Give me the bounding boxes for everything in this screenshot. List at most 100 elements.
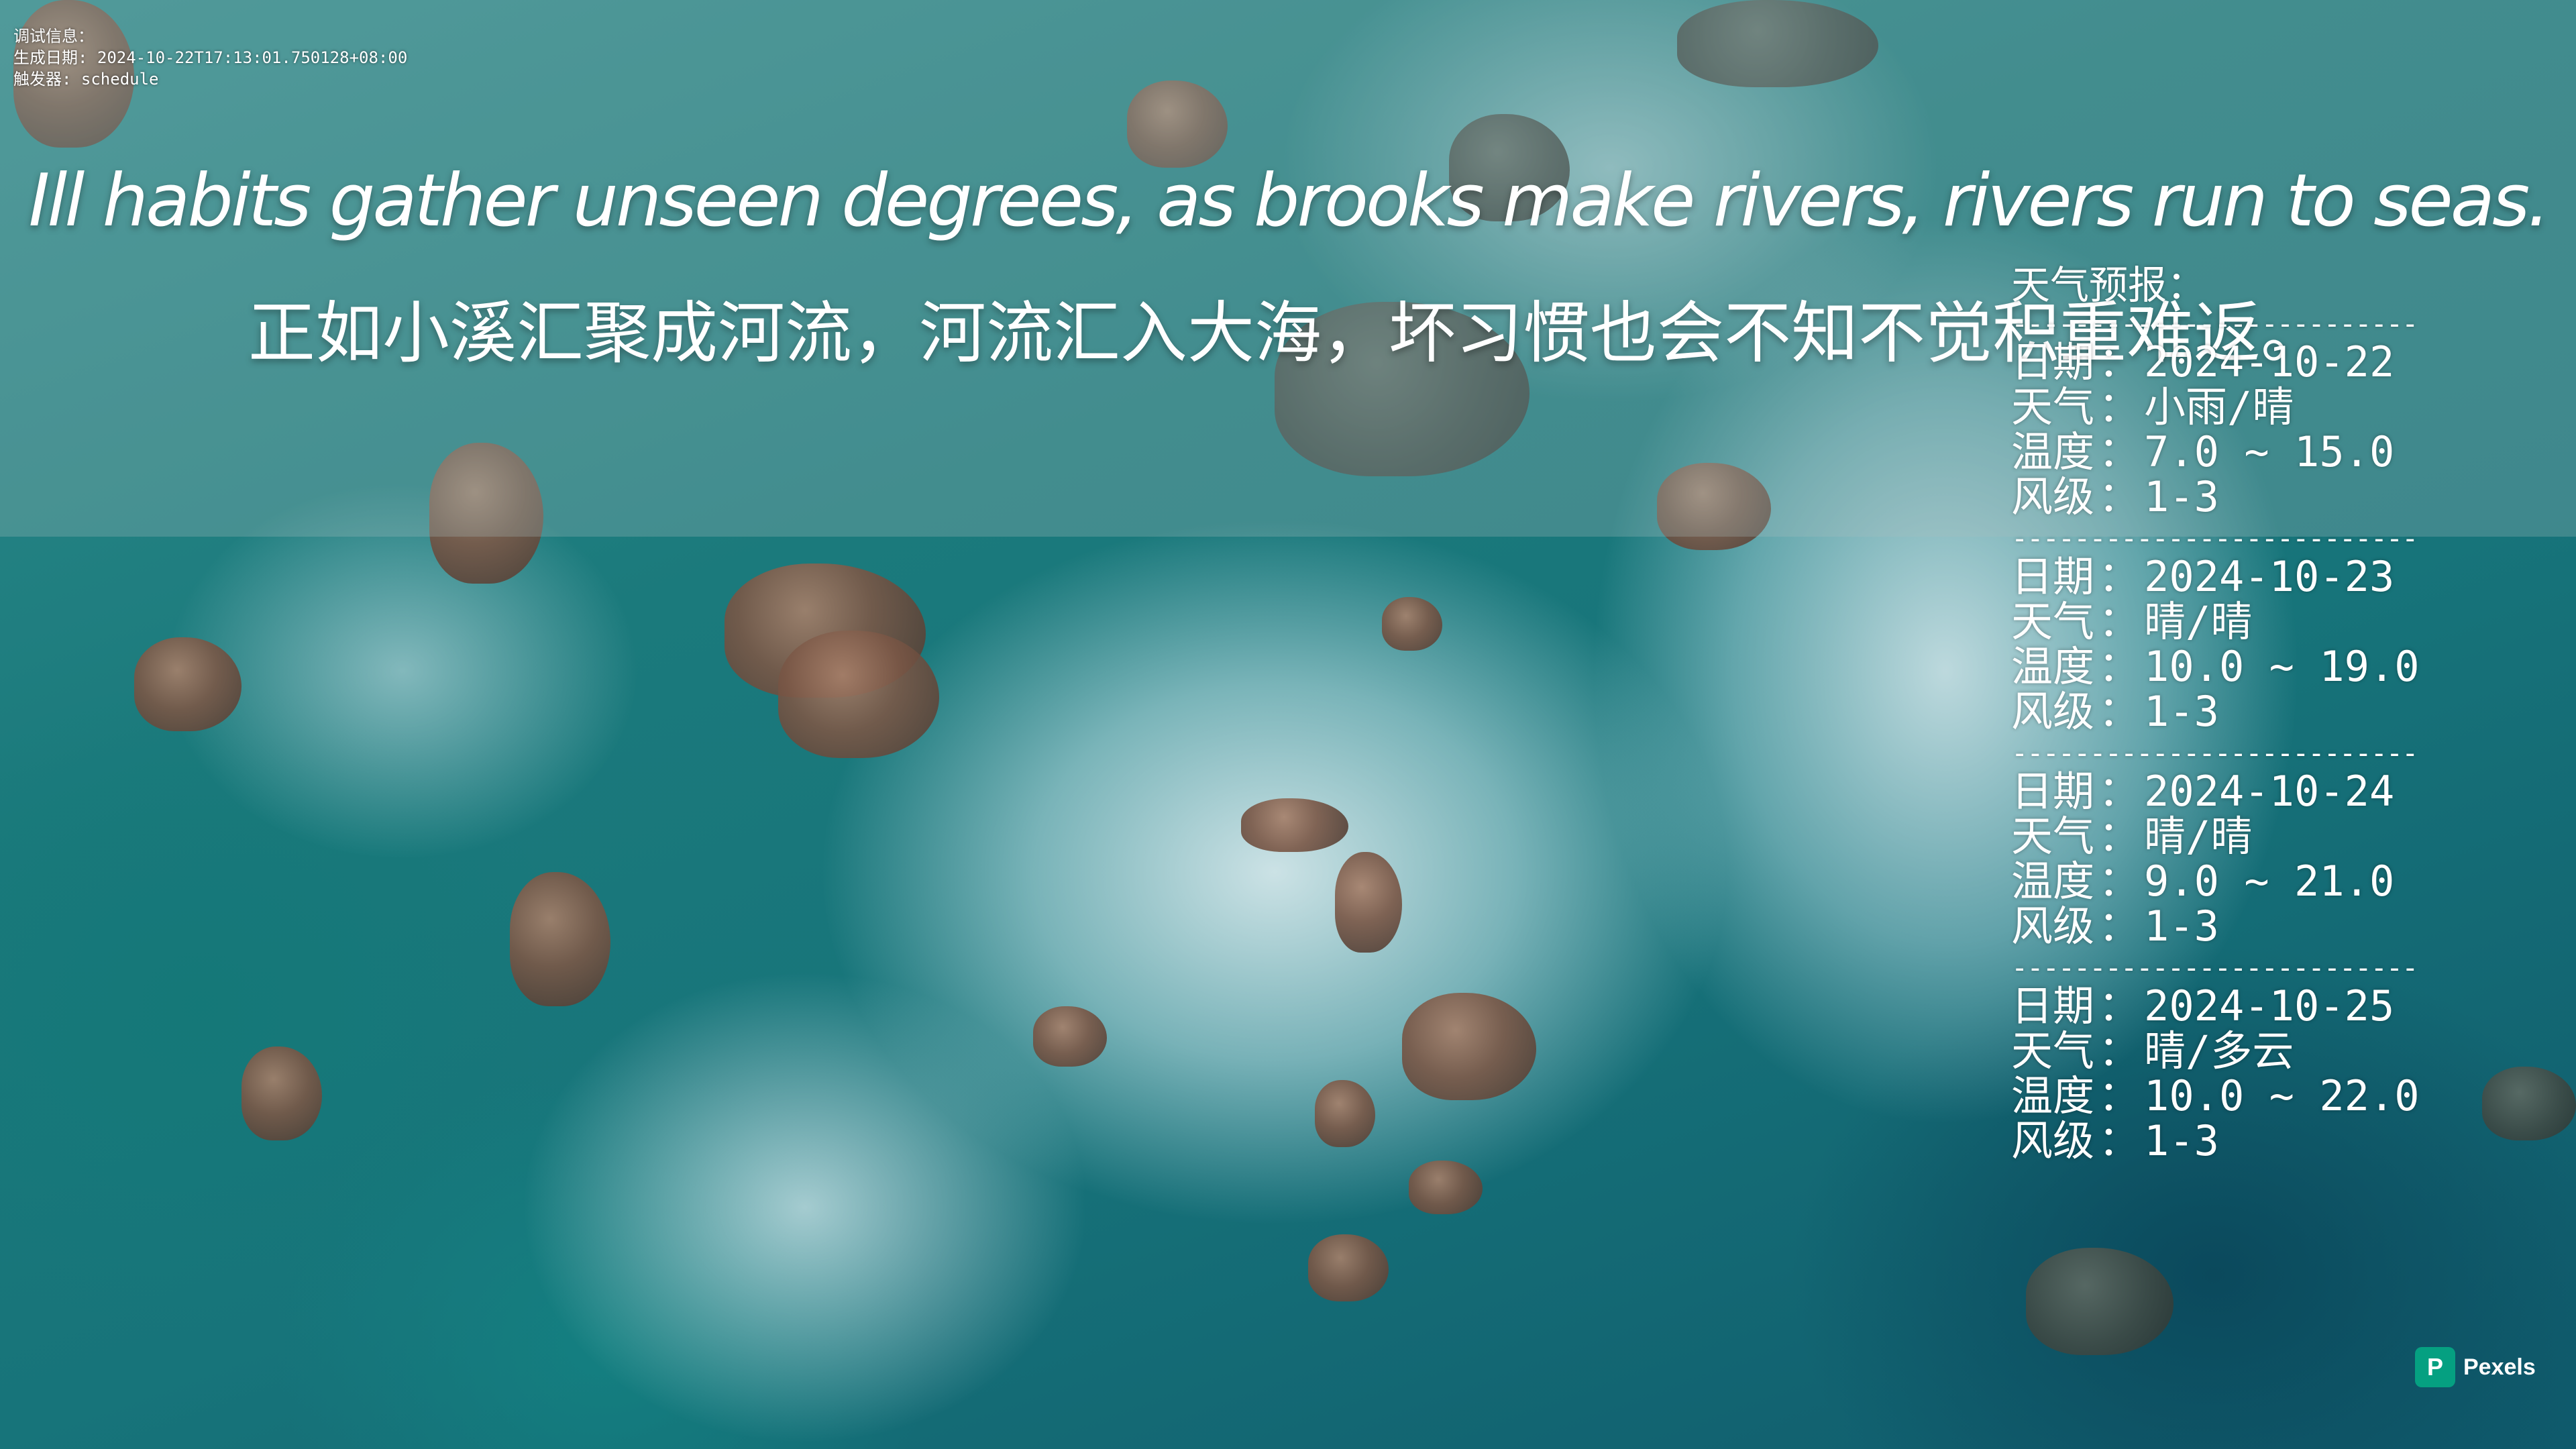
separator: ： [2098, 642, 2141, 691]
weather-label: 天气 [2011, 812, 2095, 861]
forecast-wind: 1-3 [2144, 687, 2220, 736]
divider: -------------------------- [2011, 953, 2418, 983]
forecast-wind: 1-3 [2144, 902, 2220, 951]
forecast-wind-row: 风级：1-3 [2011, 904, 2440, 949]
divider: -------------------------- [2011, 309, 2418, 339]
forecast-weather-row: 天气：晴/晴 [2011, 599, 2440, 644]
weather-label: 天气 [2011, 597, 2095, 646]
forecast-temperature: 10.0 ~ 19.0 [2144, 642, 2420, 691]
forecast-date: 2024-10-22 [2144, 337, 2395, 386]
forecast-weather: 晴/晴 [2144, 812, 2253, 861]
forecast-weather: 小雨/晴 [2144, 382, 2294, 431]
rock [1382, 597, 1442, 651]
forecast-wind: 1-3 [2144, 1116, 2220, 1165]
separator: ： [2098, 812, 2141, 861]
debug-info: 调试信息： 生成日期: 2024-10-22T17:13:01.750128+0… [13, 25, 407, 90]
forecast-wind-row: 风级：1-3 [2011, 474, 2440, 519]
forecast-weather: 晴/多云 [2144, 1026, 2294, 1075]
forecast-wind-row: 风级：1-3 [2011, 1118, 2440, 1163]
rock [1657, 463, 1771, 550]
separator: ： [2098, 552, 2141, 601]
weather-title: 天气预报： [2011, 262, 2206, 308]
divider: -------------------------- [2011, 738, 2418, 769]
separator: ： [2098, 902, 2141, 951]
rock [2026, 1248, 2174, 1355]
date-label: 日期 [2011, 552, 2095, 601]
forecast-weather-row: 天气：小雨/晴 [2011, 384, 2440, 429]
separator: ： [2098, 767, 2141, 816]
weather-label: 天气 [2011, 1026, 2095, 1075]
rock [1308, 1234, 1389, 1301]
separator: ： [2098, 1116, 2141, 1165]
date-label: 日期 [2011, 767, 2095, 816]
separator: ： [2098, 981, 2141, 1030]
quote-english: Ill habits gather unseen degrees, as bro… [28, 159, 2550, 243]
forecast-day: 日期：2024-10-23 天气：晴/晴 温度：10.0 ~ 19.0 风级：1… [2011, 554, 2440, 734]
rock [429, 443, 543, 584]
rock [1335, 852, 1402, 953]
temperature-label: 温度 [2011, 857, 2095, 906]
rock [1127, 80, 1228, 168]
temperature-label: 温度 [2011, 427, 2095, 476]
translucent-header-band [0, 0, 2576, 537]
divider: -------------------------- [2011, 523, 2418, 554]
debug-generated-date: 生成日期: 2024-10-22T17:13:01.750128+08:00 [13, 48, 408, 67]
rock [1315, 1080, 1375, 1147]
pexels-watermark: P Pexels [2415, 1347, 2536, 1387]
separator: ： [2098, 1026, 2141, 1075]
forecast-day: 日期：2024-10-25 天气：晴/多云 温度：10.0 ~ 22.0 风级：… [2011, 983, 2440, 1163]
rock [2482, 1067, 2576, 1140]
forecast-temperature: 7.0 ~ 15.0 [2144, 427, 2395, 476]
forecast-date: 2024-10-24 [2144, 767, 2395, 816]
rock [1033, 1006, 1107, 1067]
forecast-temperature-row: 温度：7.0 ~ 15.0 [2011, 429, 2440, 474]
separator: ： [2098, 1071, 2141, 1120]
separator: ： [2098, 857, 2141, 906]
pexels-brand-label: Pexels [2463, 1354, 2536, 1380]
rock [1449, 114, 1570, 221]
forecast-date-row: 日期：2024-10-25 [2011, 983, 2440, 1028]
forecast-weather: 晴/晴 [2144, 597, 2253, 646]
forecast-date: 2024-10-23 [2144, 552, 2395, 601]
forecast-date-row: 日期：2024-10-22 [2011, 339, 2440, 384]
wind-label: 风级 [2011, 902, 2095, 951]
rock [1402, 993, 1536, 1100]
forecast-wind-row: 风级：1-3 [2011, 689, 2440, 734]
quote-chinese: 正如小溪汇聚成河流，河流汇入大海，坏习惯也会不知不觉积重难返。 [248, 294, 2328, 372]
forecast-weather-row: 天气：晴/晴 [2011, 814, 2440, 859]
debug-title: 调试信息： [13, 27, 94, 46]
forecast-day: 日期：2024-10-22 天气：小雨/晴 温度：7.0 ~ 15.0 风级：1… [2011, 339, 2440, 519]
separator: ： [2098, 337, 2141, 386]
weather-label: 天气 [2011, 382, 2095, 431]
rock [13, 0, 134, 148]
temperature-label: 温度 [2011, 642, 2095, 691]
rock [778, 631, 939, 758]
rock [1275, 302, 1529, 476]
separator: ： [2098, 597, 2141, 646]
separator: ： [2098, 427, 2141, 476]
forecast-temperature-row: 温度：10.0 ~ 22.0 [2011, 1073, 2440, 1118]
rock [1241, 798, 1348, 852]
wind-label: 风级 [2011, 472, 2095, 521]
separator: ： [2098, 382, 2141, 431]
debug-trigger: 触发器: schedule [13, 70, 159, 89]
temperature-label: 温度 [2011, 1071, 2095, 1120]
forecast-wind: 1-3 [2144, 472, 2220, 521]
date-label: 日期 [2011, 337, 2095, 386]
forecast-temperature: 10.0 ~ 22.0 [2144, 1071, 2420, 1120]
pexels-logo-icon: P [2415, 1347, 2455, 1387]
rock [510, 872, 610, 1006]
rock [134, 637, 241, 731]
separator: ： [2098, 687, 2141, 736]
rock [1409, 1161, 1483, 1214]
forecast-temperature-row: 温度：10.0 ~ 19.0 [2011, 644, 2440, 689]
forecast-date: 2024-10-25 [2144, 981, 2395, 1030]
date-label: 日期 [2011, 981, 2095, 1030]
forecast-date-row: 日期：2024-10-24 [2011, 769, 2440, 814]
separator: ： [2098, 472, 2141, 521]
forecast-day: 日期：2024-10-24 天气：晴/晴 温度：9.0 ~ 21.0 风级：1-… [2011, 769, 2440, 949]
wind-label: 风级 [2011, 687, 2095, 736]
forecast-weather-row: 天气：晴/多云 [2011, 1028, 2440, 1073]
forecast-temperature: 9.0 ~ 21.0 [2144, 857, 2395, 906]
